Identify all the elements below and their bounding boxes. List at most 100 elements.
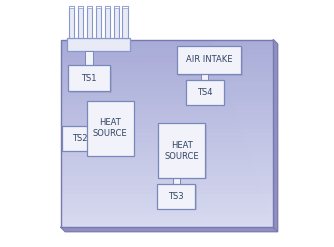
Bar	[114, 6, 119, 8]
Bar	[61, 152, 273, 157]
Bar	[123, 6, 128, 8]
Bar	[61, 72, 273, 77]
Bar	[61, 133, 243, 140]
Bar	[61, 196, 265, 202]
Bar	[61, 121, 239, 127]
Bar	[87, 101, 134, 156]
Bar	[61, 105, 273, 110]
Polygon shape	[61, 227, 278, 232]
Bar	[61, 185, 273, 190]
Bar	[61, 44, 273, 49]
Bar	[123, 6, 128, 38]
Bar	[61, 77, 224, 83]
Bar	[61, 58, 273, 63]
Bar	[61, 83, 226, 90]
Bar	[61, 86, 273, 91]
Bar	[177, 46, 241, 74]
Bar	[61, 58, 218, 64]
Bar	[61, 101, 273, 105]
Bar	[61, 146, 248, 152]
Bar	[159, 185, 197, 210]
Bar	[87, 6, 92, 8]
Bar	[61, 110, 273, 115]
Text: TS1: TS1	[81, 74, 97, 83]
Bar	[178, 47, 242, 76]
Bar	[61, 119, 273, 124]
Bar	[61, 49, 273, 54]
Bar	[61, 64, 220, 71]
Bar	[61, 208, 269, 215]
Bar	[61, 115, 237, 121]
Bar	[61, 90, 228, 96]
Bar	[69, 6, 74, 38]
Bar	[61, 204, 273, 208]
Bar	[68, 65, 110, 91]
Bar	[61, 184, 261, 190]
Bar	[187, 82, 225, 106]
Bar	[61, 166, 273, 171]
Bar	[105, 6, 110, 8]
Bar	[114, 6, 119, 38]
Bar	[61, 124, 273, 129]
Bar	[201, 74, 208, 80]
Bar	[88, 103, 135, 157]
Bar	[86, 51, 93, 65]
Bar	[157, 184, 195, 209]
Bar	[61, 165, 254, 171]
Bar	[61, 158, 252, 165]
Bar	[61, 96, 231, 102]
Bar	[61, 96, 273, 101]
Bar	[67, 38, 130, 51]
Bar	[96, 6, 101, 8]
Bar	[61, 218, 273, 223]
Bar	[61, 194, 273, 199]
Bar	[61, 140, 245, 146]
Bar	[61, 54, 273, 58]
Bar	[61, 190, 263, 196]
Bar	[61, 46, 214, 52]
Bar	[63, 127, 98, 152]
Text: HEAT
SOURCE: HEAT SOURCE	[93, 118, 128, 139]
Bar	[61, 71, 222, 77]
Bar	[61, 82, 273, 86]
Bar	[78, 6, 84, 38]
Text: TS3: TS3	[168, 192, 184, 201]
Bar	[62, 126, 97, 151]
Bar	[61, 152, 250, 158]
Bar	[61, 147, 273, 152]
Bar	[61, 52, 216, 58]
Bar	[61, 63, 273, 68]
Bar	[61, 199, 273, 204]
Bar	[61, 213, 273, 218]
Text: TS4: TS4	[197, 88, 212, 97]
Bar	[61, 202, 267, 208]
Bar	[61, 40, 273, 227]
Bar	[61, 129, 273, 133]
Bar	[61, 180, 273, 185]
Bar	[96, 6, 101, 38]
Bar	[61, 171, 273, 176]
Bar	[78, 6, 84, 8]
Bar	[69, 6, 74, 8]
Bar	[61, 108, 235, 115]
Bar	[61, 77, 273, 82]
Text: TS2: TS2	[71, 134, 87, 143]
Bar	[61, 171, 256, 177]
Polygon shape	[273, 40, 278, 232]
Bar	[173, 178, 180, 184]
Bar	[61, 162, 273, 166]
Bar	[61, 102, 233, 108]
Bar	[61, 177, 258, 184]
Bar	[61, 133, 273, 138]
Bar	[61, 127, 241, 133]
Bar	[61, 223, 273, 227]
Bar	[61, 40, 212, 46]
Bar	[87, 6, 92, 38]
Bar	[160, 125, 207, 179]
Bar	[61, 138, 273, 143]
Bar	[158, 124, 205, 178]
Bar	[61, 68, 273, 72]
Bar	[61, 157, 273, 162]
Bar	[61, 215, 271, 221]
Bar	[105, 6, 110, 38]
